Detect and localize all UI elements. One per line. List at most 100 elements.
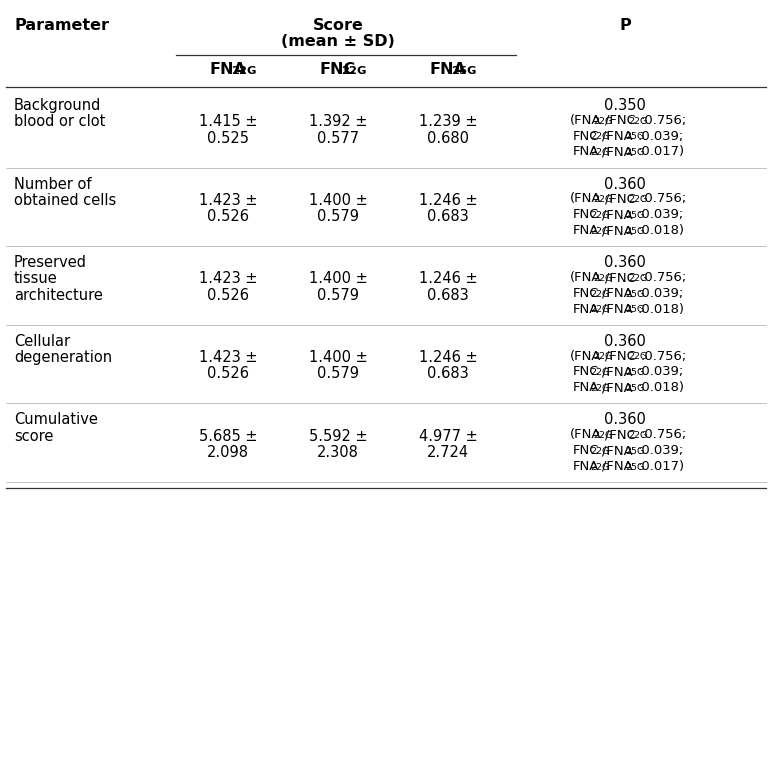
Text: 22G: 22G (628, 116, 647, 126)
Text: /FNC: /FNC (605, 428, 636, 441)
Text: 25G: 25G (625, 211, 645, 220)
Text: 22G: 22G (628, 431, 647, 440)
Text: FNA: FNA (429, 62, 466, 77)
Text: architecture: architecture (14, 288, 103, 303)
Text: :0.756;: :0.756; (640, 349, 686, 362)
Text: 1.400 ±: 1.400 ± (309, 193, 367, 208)
Text: 1.400 ±: 1.400 ± (309, 271, 367, 286)
Text: (FNA: (FNA (571, 192, 601, 205)
Text: 22G: 22G (593, 116, 612, 126)
Text: FNC: FNC (573, 444, 599, 457)
Text: FNA: FNA (573, 303, 599, 316)
Text: /FNC: /FNC (605, 271, 636, 284)
Text: FNC: FNC (573, 365, 599, 378)
Text: Parameter: Parameter (14, 18, 109, 33)
Text: :0.039;: :0.039; (637, 286, 683, 300)
Text: 5.592 ±: 5.592 ± (309, 429, 367, 444)
Text: Score: Score (313, 18, 364, 33)
Text: 22G: 22G (590, 133, 609, 142)
Text: 25G: 25G (625, 149, 645, 157)
Text: 0.360: 0.360 (604, 255, 646, 270)
Text: /FNA: /FNA (602, 381, 633, 394)
Text: 25G: 25G (625, 368, 645, 378)
Text: /FNA: /FNA (602, 286, 633, 300)
Text: :0.039;: :0.039; (637, 129, 683, 142)
Text: FNA: FNA (210, 62, 246, 77)
Text: P: P (619, 18, 631, 33)
Text: FNA: FNA (573, 460, 599, 473)
Text: /FNA: /FNA (602, 129, 633, 142)
Text: 0.683: 0.683 (427, 209, 469, 224)
Text: /FNA: /FNA (602, 303, 633, 316)
Text: Cellular: Cellular (14, 334, 70, 349)
Text: 25G: 25G (625, 447, 645, 456)
Text: (FNA: (FNA (571, 114, 601, 127)
Text: FNC: FNC (573, 208, 599, 221)
Text: 0.526: 0.526 (207, 288, 249, 303)
Text: :0.017): :0.017) (637, 460, 684, 473)
Text: 4.977 ±: 4.977 ± (418, 429, 477, 444)
Text: /FNA: /FNA (602, 444, 633, 457)
Text: score: score (14, 429, 53, 444)
Text: 1.246 ±: 1.246 ± (418, 193, 477, 208)
Text: /FNA: /FNA (602, 460, 633, 473)
Text: /FNA: /FNA (602, 224, 633, 237)
Text: 1.423 ±: 1.423 ± (198, 193, 257, 208)
Text: 0.579: 0.579 (317, 288, 359, 303)
Text: 25G: 25G (625, 133, 645, 142)
Text: 22G: 22G (590, 384, 609, 393)
Text: Number of: Number of (14, 177, 92, 192)
Text: 0.350: 0.350 (604, 98, 646, 113)
Text: :0.756;: :0.756; (640, 114, 686, 127)
Text: 1.392 ±: 1.392 ± (309, 114, 367, 129)
Text: 0.526: 0.526 (207, 209, 249, 224)
Text: degeneration: degeneration (14, 350, 112, 365)
Text: :0.039;: :0.039; (637, 444, 683, 457)
Text: :0.756;: :0.756; (640, 192, 686, 205)
Text: 1.415 ±: 1.415 ± (198, 114, 257, 129)
Text: 2.098: 2.098 (207, 445, 249, 460)
Text: 25G: 25G (625, 463, 645, 472)
Text: FNC: FNC (320, 62, 356, 77)
Text: 22G: 22G (593, 195, 612, 205)
Text: Preserved: Preserved (14, 255, 87, 270)
Text: 22G: 22G (590, 368, 609, 378)
Text: 0.577: 0.577 (317, 130, 359, 146)
Text: 0.579: 0.579 (317, 366, 359, 381)
Text: :0.018): :0.018) (637, 224, 684, 237)
Text: (FNA: (FNA (571, 428, 601, 441)
Text: FNC: FNC (573, 286, 599, 300)
Text: Background: Background (14, 98, 101, 113)
Text: FNA: FNA (573, 146, 599, 159)
Text: 22G: 22G (593, 274, 612, 283)
Text: 22G: 22G (590, 306, 609, 315)
Text: :0.018): :0.018) (637, 303, 684, 316)
Text: 2.308: 2.308 (317, 445, 359, 460)
Text: 22G: 22G (593, 352, 612, 362)
Text: :0.756;: :0.756; (640, 428, 686, 441)
Text: :0.039;: :0.039; (637, 208, 683, 221)
Text: obtained cells: obtained cells (14, 193, 117, 208)
Text: :0.018): :0.018) (637, 381, 684, 394)
Text: /FNC: /FNC (605, 192, 636, 205)
Text: 5.685 ±: 5.685 ± (198, 429, 257, 444)
Text: (FNA: (FNA (571, 349, 601, 362)
Text: 22G: 22G (593, 431, 612, 440)
Text: /FNA: /FNA (602, 365, 633, 378)
Text: tissue: tissue (14, 271, 58, 286)
Text: 1.400 ±: 1.400 ± (309, 350, 367, 365)
Text: 2.724: 2.724 (427, 445, 469, 460)
Text: 0.360: 0.360 (604, 177, 646, 192)
Text: 0.360: 0.360 (604, 412, 646, 427)
Text: (mean ± SD): (mean ± SD) (281, 34, 395, 48)
Text: 0.525: 0.525 (207, 130, 249, 146)
Text: 1.246 ±: 1.246 ± (418, 271, 477, 286)
Text: :0.039;: :0.039; (637, 365, 683, 378)
Text: 22G: 22G (590, 290, 609, 299)
Text: 22G: 22G (590, 463, 609, 472)
Text: blood or clot: blood or clot (14, 114, 105, 129)
Text: /FNA: /FNA (602, 208, 633, 221)
Text: 25G: 25G (625, 290, 645, 299)
Text: 1.246 ±: 1.246 ± (418, 350, 477, 365)
Text: 25G: 25G (625, 384, 645, 393)
